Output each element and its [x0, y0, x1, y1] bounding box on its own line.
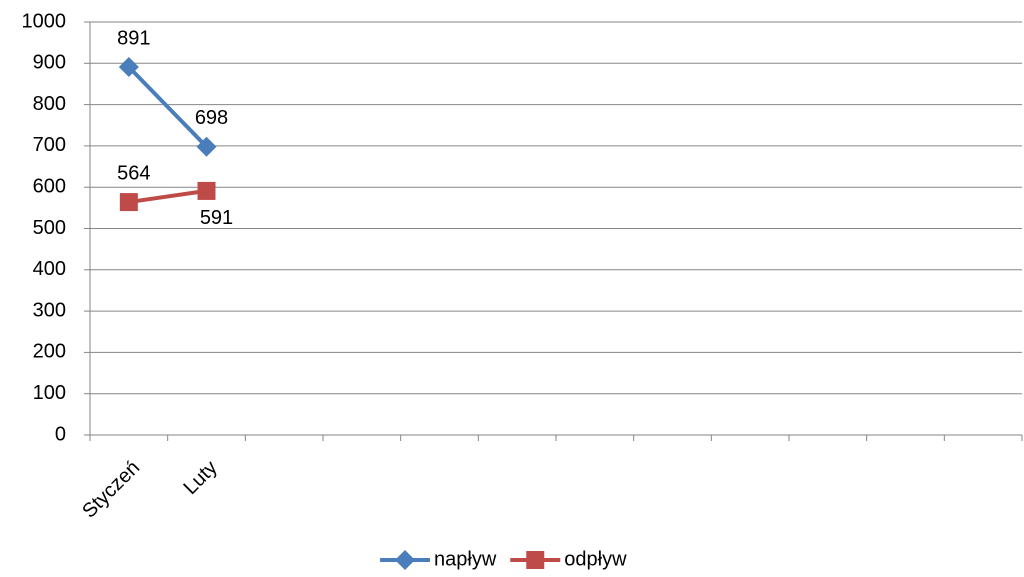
point — [118, 57, 139, 78]
y-tick-label: 500 — [33, 217, 66, 239]
data-label: 591 — [200, 207, 233, 229]
y-tick-label: 900 — [33, 52, 66, 74]
y-tick-label: 800 — [33, 93, 66, 115]
x-tick-label: Styczeń — [78, 457, 144, 523]
series-line — [128, 188, 207, 205]
data-label: 891 — [117, 27, 150, 49]
point — [196, 136, 217, 157]
y-tick-label: 600 — [33, 175, 66, 197]
legend-marker — [526, 551, 545, 569]
y-tick-label: 400 — [33, 258, 66, 280]
legend-label: napływ — [434, 548, 497, 570]
y-tick-label: 700 — [33, 134, 66, 156]
data-label: 698 — [195, 107, 228, 129]
legend-label: odpływ — [564, 548, 627, 570]
x-tick-label: Luty — [179, 457, 221, 499]
legend: napływ odpływ — [380, 548, 627, 570]
point — [197, 181, 216, 200]
series: 891 698 — [117, 27, 228, 157]
legend-marker — [395, 550, 415, 570]
y-tick-label: 200 — [33, 341, 66, 363]
point — [119, 193, 138, 212]
y-tick-label: 1000 — [22, 10, 67, 32]
y-tick-label: 300 — [33, 299, 66, 321]
data-label: 564 — [117, 162, 150, 184]
y-tick-label: 0 — [55, 423, 66, 445]
series-line — [127, 65, 208, 149]
series: 564 591 — [117, 162, 233, 229]
y-tick-label: 100 — [33, 382, 66, 404]
